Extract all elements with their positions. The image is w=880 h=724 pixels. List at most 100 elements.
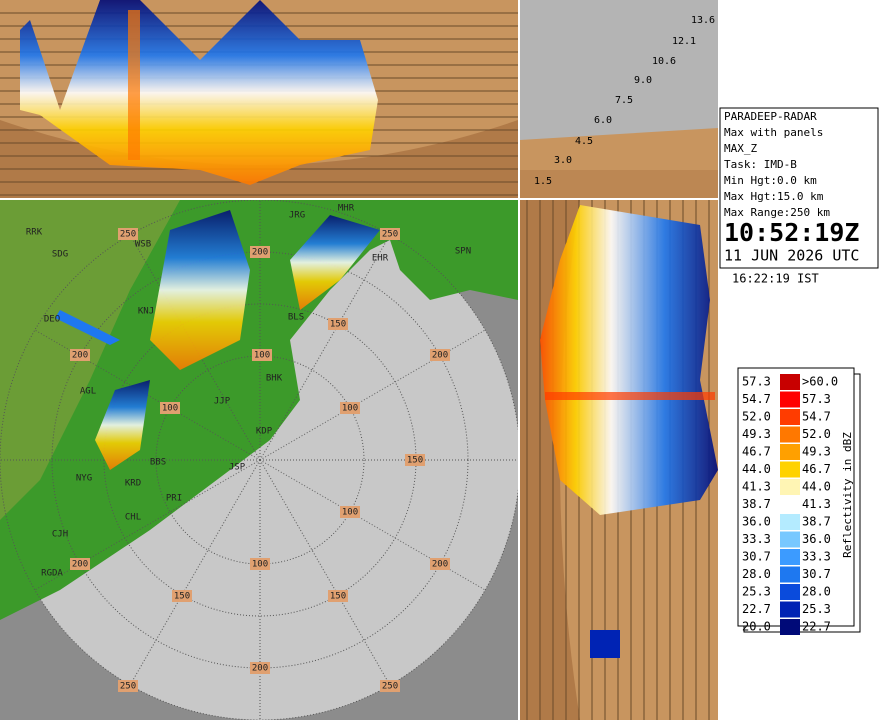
height-label: 6.0 [594,115,612,126]
info-line: Max Range:250 km [724,206,830,219]
legend-swatch [780,409,800,425]
city-label: EHR [372,254,389,264]
legend-swatch [780,514,800,530]
city-label: JJP [214,397,231,407]
height-label: 9.0 [634,75,652,86]
legend-high: 57.3 [802,392,831,406]
range-label-box [70,558,90,570]
range-label: 100 [252,560,268,570]
legend-high: 46.7 [802,462,831,476]
legend: 57.3 >60.0 54.7 57.3 52.0 54.7 49.3 52.0 46.7 49.… [737,367,861,635]
range-label: 250 [382,230,398,240]
legend-high: 52.0 [802,427,831,441]
range-label: 100 [342,404,358,414]
legend-swatch [780,479,800,495]
city-label: SDG [52,250,68,260]
time-ist: 16:22:19 IST [732,272,819,286]
city-label: MHR [338,204,355,214]
range-label: 100 [162,404,178,414]
range-label-box [430,558,450,570]
city-label: AGL [80,387,96,397]
range-label-box [380,228,400,240]
legend-high: 22.7 [802,620,831,634]
time-utc: 10:52:19Z [724,218,859,247]
legend-low: 44.0 [742,462,771,476]
range-label: 100 [342,508,358,518]
city-label: CJH [52,530,68,540]
range-label-box [172,590,192,602]
range-label: 250 [120,230,136,240]
legend-high: 33.3 [802,550,831,564]
city-label: BHK [266,374,283,384]
city-label: WSB [135,240,151,250]
range-label: 200 [432,560,448,570]
range-label-box [118,680,138,692]
range-label-box [340,402,360,414]
legend-high: 36.0 [802,532,831,546]
range-label: 100 [254,351,270,361]
legend-swatch [780,549,800,565]
range-label-box [250,246,270,258]
legend-low: 57.3 [742,375,771,389]
legend-high: >60.0 [802,375,838,389]
height-label: 4.5 [575,136,593,147]
height-label: 7.5 [615,95,633,106]
legend-high: 41.3 [802,497,831,511]
range-label: 200 [252,248,268,258]
legend-high: 44.0 [802,480,831,494]
range-label: 250 [120,682,136,692]
city-label: SPN [455,247,471,257]
height-label: 1.5 [534,176,552,187]
info-line: MAX_Z [724,142,757,155]
radial [259,234,391,461]
range-label-box [380,680,400,692]
range-label-box [250,662,270,674]
legend-swatch [780,601,800,618]
legend-swatch [780,531,800,548]
radial [259,459,391,686]
city-label: JSP [229,463,246,473]
legend-low: 22.7 [742,602,771,616]
city-label: KDP [256,427,273,437]
info-panel: PARADEEP-RADAR Max with panels MAX_Z Task:… [719,107,879,286]
legend-low: 41.3 [742,480,771,494]
info-line: Task: IMD-B [724,158,797,171]
range-label: 200 [72,351,88,361]
ppi-map: RRK SDG WSB JRG MHR EHR SPN KNJ DEO BLS BHK AGL JJP K… [0,200,518,720]
city-label: KRD [125,479,141,489]
legend-low: 25.3 [742,585,771,599]
height-label: 12.1 [672,36,696,47]
range-label: 150 [330,592,346,602]
legend-swatch [780,566,800,583]
legend-high: 54.7 [802,410,831,424]
city-label: CHL [125,513,141,523]
city-label: NYG [76,474,92,484]
legend-low: 54.7 [742,392,771,406]
range-label-box [328,318,348,330]
legend-low: 38.7 [742,497,771,511]
range-label-box [70,349,90,361]
range-label: 200 [432,351,448,361]
legend-swatch [780,461,800,478]
height-label: 13.6 [691,15,715,26]
city-label: KNJ [138,307,154,317]
city-label: BLS [288,313,304,323]
range-label: 150 [407,456,423,466]
station: PARADEEP-RADAR [724,110,817,123]
legend-high: 25.3 [802,602,831,616]
legend-low: 52.0 [742,410,771,424]
height-panel: 13.6 12.1 10.69.07.56.04.53.01.5 [520,0,718,198]
range-label: 150 [330,320,346,330]
range-label-box [118,228,138,240]
city-label: JRG [289,211,305,221]
legend-swatch [780,496,800,513]
legend-high: 30.7 [802,567,831,581]
city-label: DEO [44,315,60,325]
legend-low: 46.7 [742,445,771,459]
legend-swatch [780,444,800,460]
top-section [0,0,518,198]
ew-section [520,200,718,720]
radial [129,459,261,686]
legend-swatch [780,584,800,600]
